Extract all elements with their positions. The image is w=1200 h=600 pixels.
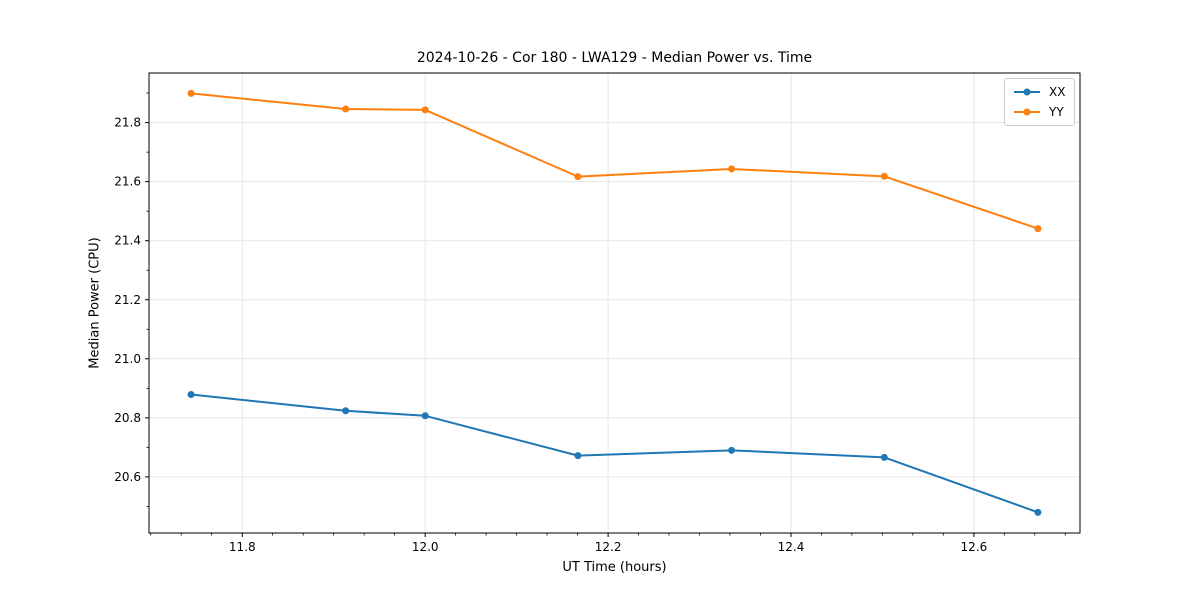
x-axis-label: UT Time (hours)	[562, 560, 667, 575]
data-point-xx	[574, 452, 582, 460]
y-tick-label: 21.0	[114, 352, 141, 366]
data-point-xx	[342, 407, 350, 415]
data-point-xx	[187, 391, 195, 399]
legend-label: XX	[1049, 85, 1066, 99]
data-point-yy	[574, 173, 582, 181]
x-tick-label: 12.0	[412, 540, 439, 554]
x-tick-label: 12.2	[595, 540, 622, 554]
legend-entry-yy: YY	[1012, 103, 1068, 121]
series-line-yy	[190, 92, 1039, 230]
data-point-yy	[421, 106, 429, 114]
data-point-yy	[1034, 225, 1042, 233]
data-point-xx	[1034, 508, 1042, 516]
y-tick-label: 20.8	[114, 411, 141, 425]
legend-line-marker-icon	[1014, 88, 1040, 96]
y-tick-label: 21.4	[114, 234, 141, 248]
y-tick-label: 21.2	[114, 293, 141, 307]
data-point-xx	[421, 412, 429, 420]
data-point-yy	[880, 172, 888, 180]
plot-border	[148, 72, 1081, 534]
y-tick-label: 21.8	[114, 116, 141, 130]
data-point-yy	[728, 165, 736, 173]
x-tick-label: 11.8	[229, 540, 256, 554]
y-tick-label: 21.6	[114, 175, 141, 189]
data-point-xx	[880, 453, 888, 461]
legend-label: YY	[1049, 105, 1064, 119]
series-line-xx	[190, 393, 1039, 514]
chart-title: 2024-10-26 - Cor 180 - LWA129 - Median P…	[416, 50, 813, 66]
data-point-yy	[342, 105, 350, 113]
x-tick-label: 12.6	[961, 540, 988, 554]
legend-entry-xx: XX	[1012, 83, 1068, 101]
y-tick-label: 20.6	[114, 470, 141, 484]
y-axis-label: Median Power (CPU)	[87, 237, 103, 369]
x-tick-label: 12.4	[778, 540, 805, 554]
legend-line-marker-icon	[1014, 108, 1040, 116]
data-point-yy	[187, 89, 195, 97]
data-point-xx	[728, 446, 736, 454]
legend: XX YY	[1004, 78, 1075, 126]
